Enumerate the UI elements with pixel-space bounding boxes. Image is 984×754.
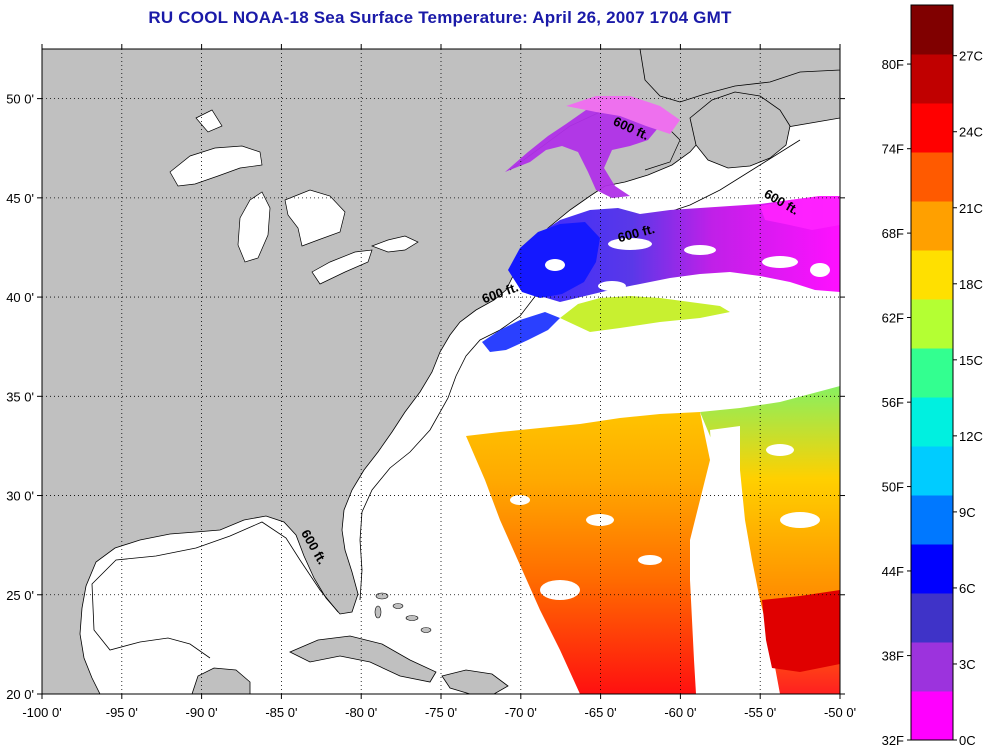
colorbar-segment (911, 103, 953, 153)
colorbar-f-label: 32F (882, 733, 904, 748)
colorbar-c-label: 0C (959, 733, 976, 748)
colorbar-segment (911, 152, 953, 202)
colorbar-c-label: 15C (959, 353, 983, 368)
colorbar-segment (911, 250, 953, 300)
colorbar: 32F 38F 44F 50F 56F 62F 68F 74F 80F 0C 3C 6C 9C 12C 15… (882, 4, 983, 748)
colorbar-c-label: 18C (959, 277, 983, 292)
lon-tick-label: -80 0' (345, 705, 377, 720)
colorbar-segment (911, 299, 953, 349)
colorbar-c-label: 3C (959, 657, 976, 672)
colorbar-segment (911, 54, 953, 104)
colorbar-segment (911, 5, 953, 55)
colorbar-segment (911, 348, 953, 398)
lat-tick-label: 35 0' (6, 389, 34, 404)
swath-cloud-holes (510, 444, 820, 600)
sst-swath-main (466, 412, 710, 694)
great-lakes (169, 109, 419, 285)
colorbar-segment (911, 642, 953, 692)
colorbar-f-label: 62F (882, 311, 904, 326)
swath-gap (710, 426, 762, 640)
colorbar-c-label: 9C (959, 505, 976, 520)
sst-gulf-st-lawrence (505, 102, 658, 198)
lon-tick-label: -95 0' (106, 705, 138, 720)
colorbar-segment (911, 544, 953, 594)
newfoundland-land (689, 91, 791, 169)
colorbar-f-label: 56F (882, 395, 904, 410)
lon-tick-label: -75 0' (425, 705, 457, 720)
cuba-land (289, 635, 437, 683)
lat-tick-label: 45 0' (6, 191, 34, 206)
sst-east-magenta (760, 196, 840, 230)
lon-tick-label: -60 0' (664, 705, 696, 720)
lat-tick-label: 40 0' (6, 290, 34, 305)
colorbar-segment (911, 397, 953, 447)
sst-shelf-blue-south (482, 312, 560, 352)
colorbar-f-label: 50F (882, 480, 904, 495)
colorbar-segment (911, 201, 953, 251)
colorbar-f-label: 44F (882, 564, 904, 579)
lon-tick-label: -50 0' (824, 705, 856, 720)
lon-tick-label: -100 0' (22, 705, 61, 720)
colorbar-f-label: 80F (882, 57, 904, 72)
map-frame (41, 48, 841, 695)
colorbar-segment (911, 495, 953, 545)
colorbar-c-label: 6C (959, 581, 976, 596)
sst-se-red (762, 590, 840, 672)
lon-tick-label: -90 0' (186, 705, 218, 720)
map-axes: -100 0' -95 0' -90 0' -85 0' -80 0' -75 0' -70… (6, 44, 856, 720)
colorbar-segment (911, 446, 953, 496)
labrador-land (639, 49, 840, 103)
sst-shelf-green (560, 296, 730, 332)
lon-tick-label: -70 0' (505, 705, 537, 720)
colorbar-c-label: 12C (959, 429, 983, 444)
sst-gulf-st-lawrence-light (566, 96, 680, 134)
lon-tick-label: -55 0' (744, 705, 776, 720)
lat-tick-label: 30 0' (6, 489, 34, 504)
colorbar-frame (910, 4, 954, 741)
lon-tick-label: -65 0' (585, 705, 617, 720)
colorbar-c-label: 24C (959, 125, 983, 140)
lon-tick-label: -85 0' (265, 705, 297, 720)
cloud-patches (545, 238, 830, 291)
colorbar-f-label: 74F (882, 142, 904, 157)
graticule (42, 49, 840, 694)
colorbar-c-label: 21C (959, 201, 983, 216)
colorbar-f-label: 38F (882, 649, 904, 664)
colorbar-segment (911, 691, 953, 741)
map-content (42, 49, 840, 694)
hispaniola-land (441, 669, 509, 694)
bahamas-islands (374, 592, 432, 633)
colorbar-segment (911, 593, 953, 643)
colorbar-c-label: 27C (959, 49, 983, 64)
yucatan-land (191, 667, 251, 694)
map-title: RU COOL NOAA-18 Sea Surface Temperature:… (148, 8, 732, 27)
lat-tick-label: 25 0' (6, 588, 34, 603)
north-america-land (42, 49, 840, 694)
lat-tick-label: 50 0' (6, 92, 34, 107)
lat-tick-label: 20 0' (6, 687, 34, 702)
colorbar-f-label: 68F (882, 226, 904, 241)
